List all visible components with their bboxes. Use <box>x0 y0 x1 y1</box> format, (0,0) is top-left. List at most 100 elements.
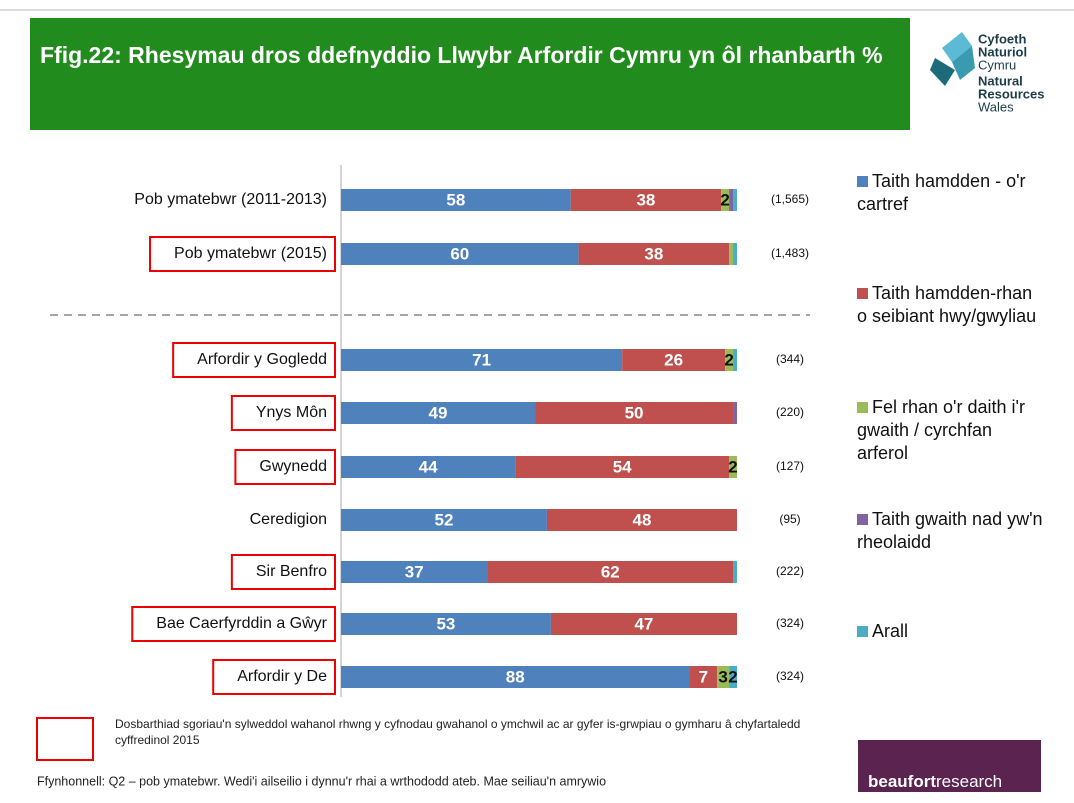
bar-segment <box>689 666 718 688</box>
bar-segment <box>733 243 737 265</box>
chart-title: Ffig.22: Rhesymau dros ddefnyddio Llwybr… <box>40 42 883 68</box>
brand-part: research <box>936 772 1002 791</box>
category-label: Gwynedd <box>259 458 327 475</box>
sample-size: (127) <box>776 459 804 473</box>
note: Dosbarthiad sgoriau'n sylweddol wahanol … <box>115 717 801 747</box>
logo-text: Resources <box>978 86 1044 101</box>
bar-segment <box>729 189 734 211</box>
bar-segment <box>717 666 730 688</box>
bar-segment <box>546 509 737 531</box>
bar-segment <box>515 456 730 478</box>
data-label: 71 <box>472 350 491 369</box>
legend-swatch <box>857 402 868 413</box>
highlight-box <box>172 342 336 378</box>
data-label: 49 <box>429 403 448 422</box>
logo-icon <box>930 32 975 86</box>
data-label: 3 <box>718 667 727 686</box>
category-label: Arfordir y Gogledd <box>197 351 327 368</box>
legend-entry: Taith gwaith nad yw'n rheolaidd <box>857 508 1047 554</box>
brand: beaufortresearch <box>868 772 1002 791</box>
category-label: Sir Benfro <box>256 563 327 580</box>
data-label: 60 <box>450 244 469 263</box>
data-label: 58 <box>446 190 465 209</box>
bar-segment <box>725 349 734 371</box>
legend-swatch <box>857 626 868 637</box>
bar-segment <box>341 456 516 478</box>
data-label: 26 <box>664 350 683 369</box>
bar-segment <box>570 189 722 211</box>
sample-size: (344) <box>776 352 804 366</box>
bar-segment <box>729 456 737 478</box>
legend-entry: Taith hamdden - o'r cartref <box>857 170 1047 216</box>
bar-segment <box>341 666 690 688</box>
data-label: 2 <box>724 350 733 369</box>
highlight-box <box>212 659 336 695</box>
data-label: 38 <box>636 190 655 209</box>
legend-entry: Taith hamdden-rhan o seibiant hwy/gwylia… <box>857 282 1047 328</box>
category-label: Ceredigion <box>250 511 327 528</box>
bar-segment <box>550 613 737 635</box>
legend-label: Arall <box>872 621 909 641</box>
bar-segment <box>729 243 734 265</box>
data-label: 52 <box>434 510 453 529</box>
legend-label: Taith hamdden-rhan o seibiant hwy/gwylia… <box>857 283 1037 326</box>
bar-segment <box>487 561 734 583</box>
sample-size: (1,565) <box>771 192 809 206</box>
sample-size: (324) <box>776 616 804 630</box>
category-label: Pob ymatebwr (2015) <box>174 245 327 262</box>
legend-swatch <box>857 288 868 299</box>
legend-highlight-box <box>36 717 94 761</box>
bar-segment <box>341 243 579 265</box>
legend-label: Fel rhan o'r daith i'r gwaith / cyrchfan… <box>857 397 1025 463</box>
bar-segment <box>535 402 734 424</box>
data-label: 54 <box>613 457 632 476</box>
data-label: 53 <box>436 614 455 633</box>
logo-text: Cyfoeth <box>978 31 1026 46</box>
data-label: 44 <box>419 457 438 476</box>
highlight-box <box>131 606 336 642</box>
bar-segment <box>341 189 571 211</box>
category-label: Arfordir y De <box>237 668 327 685</box>
bar-segment <box>578 243 730 265</box>
data-label: 48 <box>632 510 651 529</box>
data-label: 2 <box>728 667 737 686</box>
data-label: 2 <box>728 457 737 476</box>
bar-segment <box>721 189 730 211</box>
logo-text: Wales <box>978 99 1014 114</box>
category-label: Bae Caerfyrddin a Gŵyr <box>156 615 327 632</box>
highlight-box <box>149 236 336 272</box>
legend-swatch <box>857 514 868 525</box>
data-label: 62 <box>601 562 620 581</box>
bar-segment <box>622 349 726 371</box>
brand-box <box>858 740 1041 792</box>
data-label: 37 <box>405 562 424 581</box>
bar-segment <box>733 402 737 424</box>
bar-segment <box>733 189 737 211</box>
data-label: 38 <box>644 244 663 263</box>
legend-swatch <box>857 176 868 187</box>
data-label: 88 <box>506 667 525 686</box>
highlight-box <box>234 449 336 485</box>
title-box: Ffig.22: Rhesymau dros ddefnyddio Llwybr… <box>40 42 883 68</box>
logo-text: Naturiol <box>978 44 1027 59</box>
bar-segment <box>733 561 737 583</box>
sample-size: (1,483) <box>771 246 809 260</box>
highlight-box <box>230 554 336 590</box>
bar-segment <box>341 509 547 531</box>
source: Ffynhonnell: Q2 – pob ymatebwr. Wedi'i a… <box>37 774 606 788</box>
bar-segment <box>341 402 536 424</box>
bar-segment <box>729 666 737 688</box>
data-label: 50 <box>625 403 644 422</box>
category-label: Pob ymatebwr (2011-2013) <box>134 191 327 208</box>
bar-segment <box>341 349 623 371</box>
data-label: 7 <box>699 667 708 686</box>
sample-size: (222) <box>776 564 804 578</box>
legend-label: Taith hamdden - o'r cartref <box>857 171 1026 214</box>
note-box: Dosbarthiad sgoriau'n sylweddol wahanol … <box>115 717 801 747</box>
legend-label: Taith gwaith nad yw'n rheolaidd <box>857 509 1043 552</box>
brand-part: beaufort <box>868 772 936 791</box>
data-label: 47 <box>634 614 653 633</box>
title-bar <box>30 18 910 130</box>
